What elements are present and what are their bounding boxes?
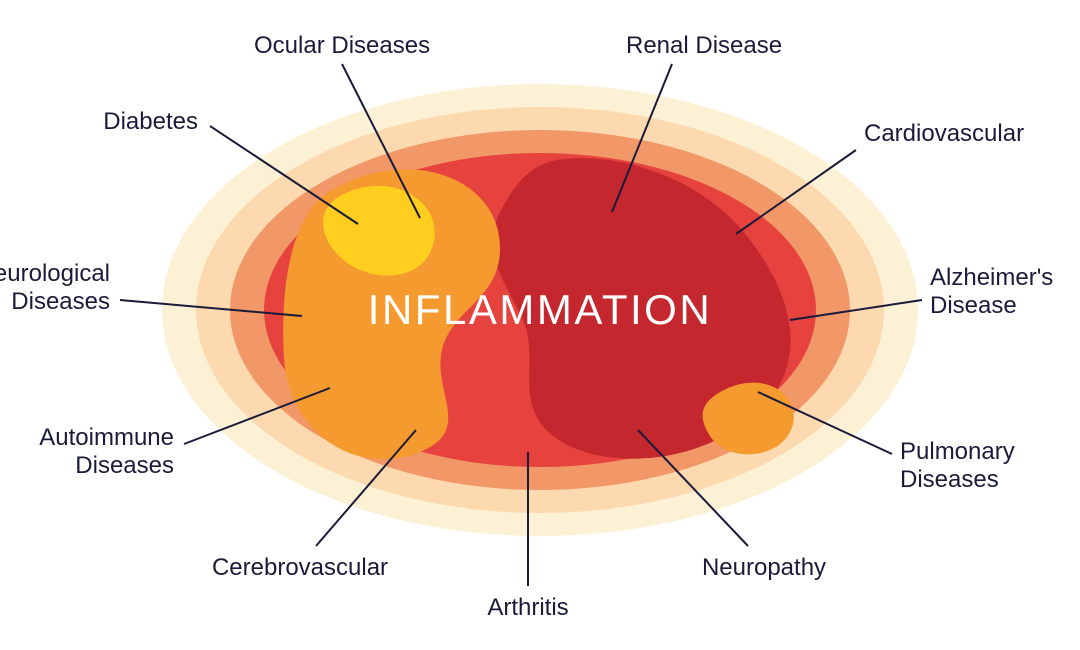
label-ocular: Ocular Diseases [254, 32, 430, 60]
label-cardiovascular: Cardiovascular [864, 120, 1024, 148]
center-title: INFLAMMATION [368, 286, 712, 334]
label-diabetes: Diabetes [103, 108, 198, 136]
label-renal: Renal Disease [626, 32, 782, 60]
label-cerebrovascular: Cerebrovascular [212, 554, 388, 582]
label-arthritis: Arthritis [487, 594, 568, 622]
label-neuropathy: Neuropathy [702, 554, 826, 582]
infographic-stage: INFLAMMATION Ocular Diseases Renal Diseas… [0, 0, 1080, 650]
label-autoimmune: Autoimmune Diseases [39, 424, 174, 479]
label-neurological: Neurological Diseases [0, 260, 110, 315]
label-alzheimers: Alzheimer's Disease [930, 264, 1053, 319]
label-pulmonary: Pulmonary Diseases [900, 438, 1015, 493]
